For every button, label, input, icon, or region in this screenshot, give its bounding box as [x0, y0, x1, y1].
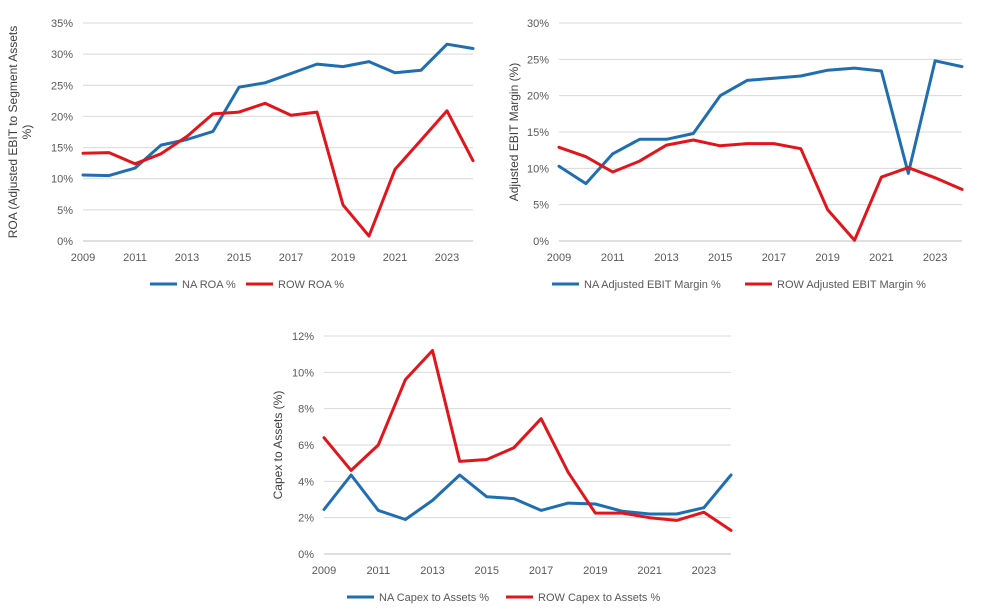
- legend-label: ROW Adjusted EBIT Margin %: [777, 279, 926, 291]
- x-tick-label: 2021: [637, 565, 661, 577]
- y-tick-label: 10%: [527, 163, 549, 175]
- x-tick-label: 2013: [420, 565, 444, 577]
- series-line-row: [322, 349, 733, 532]
- y-tick-label: 0%: [533, 236, 549, 248]
- y-tick-label: 20%: [51, 111, 73, 123]
- legend-label: ROW Capex to Assets %: [538, 592, 660, 604]
- y-axis-title: Capex to Assets (%): [271, 391, 285, 500]
- x-tick-label: 2019: [331, 252, 355, 264]
- x-tick-label: 2017: [279, 252, 303, 264]
- x-tick-label: 2023: [692, 565, 716, 577]
- x-tick-label: 2009: [312, 565, 336, 577]
- x-tick-label: 2015: [708, 252, 732, 264]
- x-tick-label: 2009: [547, 252, 571, 264]
- x-tick-label: 2015: [227, 252, 251, 264]
- y-tick-label: 10%: [292, 367, 314, 379]
- y-tick-label: 35%: [51, 18, 73, 30]
- y-tick-label: 30%: [51, 49, 73, 61]
- y-tick-label: 25%: [527, 54, 549, 66]
- x-tick-label: 2017: [529, 565, 553, 577]
- y-tick-label: 4%: [298, 476, 314, 488]
- y-tick-label: 5%: [57, 205, 73, 217]
- x-tick-label: 2011: [601, 252, 625, 264]
- x-tick-label: 2013: [175, 252, 199, 264]
- x-tick-label: 2011: [123, 252, 147, 264]
- y-tick-label: 15%: [51, 143, 73, 155]
- y-tick-label: 0%: [57, 236, 73, 248]
- y-tick-label: 30%: [527, 18, 549, 30]
- y-tick-label: 15%: [527, 127, 549, 139]
- x-tick-label: 2011: [366, 565, 390, 577]
- series-line-row: [81, 101, 475, 238]
- x-tick-label: 2019: [583, 565, 607, 577]
- series-line-na: [81, 42, 475, 178]
- y-tick-label: 20%: [527, 91, 549, 103]
- y-tick-label: 8%: [298, 404, 314, 416]
- y-tick-label: 10%: [51, 174, 73, 186]
- x-tick-label: 2013: [654, 252, 678, 264]
- legend-label: NA Adjusted EBIT Margin %: [584, 279, 721, 291]
- roa-chart: 0% 5% 10% 15% 20% 25% 30% 35% 2009 2011 2013 2015 20…: [6, 18, 475, 291]
- x-tick-label: 2009: [71, 252, 95, 264]
- y-tick-label: 2%: [298, 513, 314, 525]
- y-tick-label: 5%: [533, 200, 549, 212]
- y-tick-label: 6%: [298, 440, 314, 452]
- legend-label: ROW ROA %: [278, 279, 344, 291]
- x-tick-label: 2023: [923, 252, 947, 264]
- legend-label: NA Capex to Assets %: [379, 592, 489, 604]
- series-line-na: [557, 59, 964, 186]
- series-line-row: [557, 138, 964, 242]
- y-tick-label: 0%: [298, 549, 314, 561]
- series-line-na: [322, 473, 733, 521]
- x-tick-label: 2021: [869, 252, 893, 264]
- x-tick-label: 2023: [435, 252, 459, 264]
- capex-chart: 0% 2% 4% 6% 8% 10% 12% 2009 2011 2013 2015 2017 2019…: [271, 331, 733, 604]
- y-axis-title: Adjusted EBIT Margin (%): [507, 63, 521, 202]
- y-tick-label: 12%: [292, 331, 314, 343]
- legend-label: NA ROA %: [182, 279, 236, 291]
- x-tick-label: 2015: [475, 565, 499, 577]
- x-tick-label: 2021: [383, 252, 407, 264]
- x-tick-label: 2019: [815, 252, 839, 264]
- y-tick-label: 25%: [51, 80, 73, 92]
- x-tick-label: 2017: [762, 252, 786, 264]
- y-axis-title: %): [20, 125, 34, 140]
- y-axis-title: ROA (Adjusted EBIT to Segment Assets: [6, 26, 20, 239]
- ebit-margin-chart: 0% 5% 10% 15% 20% 25% 30% 2009 2011 2013 2015 2017 2…: [507, 18, 964, 291]
